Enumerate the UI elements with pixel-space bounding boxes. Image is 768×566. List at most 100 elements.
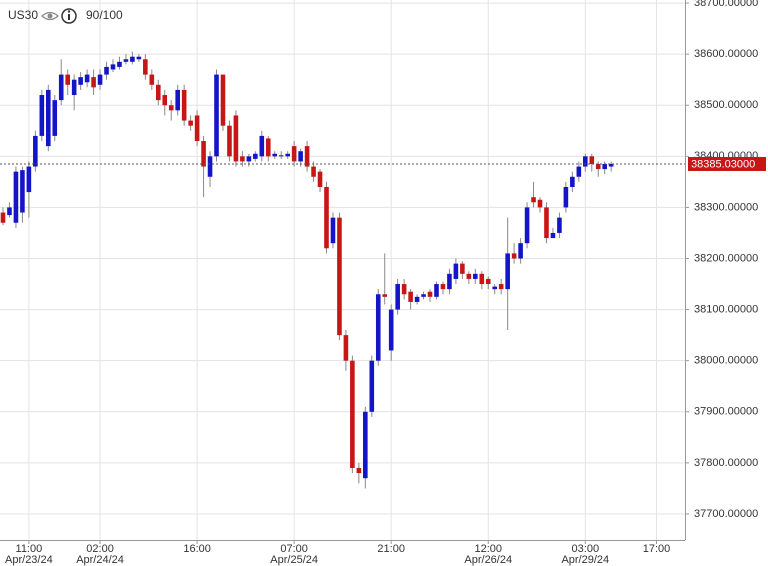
date-label: Apr/24/24 [76, 554, 124, 566]
y-tick-label: 37900.00000 [694, 406, 758, 418]
candle-body [188, 120, 193, 126]
candle-body [375, 294, 381, 361]
candle-body [26, 166, 32, 193]
candle-body [350, 360, 355, 468]
candle-body [537, 199, 543, 208]
candle-body [220, 74, 226, 126]
candle-body [570, 176, 575, 187]
candle-body [589, 156, 595, 164]
candle-body [227, 125, 232, 157]
symbol: US30 [8, 8, 38, 22]
candle-body [155, 84, 161, 101]
candle-body [104, 66, 109, 75]
candle-body [440, 284, 446, 290]
candle-body [291, 146, 297, 162]
candle-body [272, 153, 278, 157]
candle-body [401, 284, 407, 295]
candle-body [557, 217, 562, 233]
candle-body [13, 171, 19, 223]
candle-body [78, 77, 83, 85]
candle-body [485, 278, 491, 285]
candles [0, 51, 614, 489]
y-tick-label: 38300.00000 [694, 201, 758, 213]
candle-body [337, 217, 342, 336]
candle-body [136, 56, 142, 60]
candle-body [453, 263, 459, 279]
candle-body [162, 95, 168, 106]
candle-body [91, 77, 96, 88]
x-tick-label: 21:00 [377, 543, 405, 555]
candle-body [608, 163, 614, 167]
candle-body [7, 207, 12, 216]
candle-body [492, 286, 498, 290]
x-tick-label: 17:00 [643, 543, 671, 555]
x-tick-label: 02:00 [86, 543, 114, 555]
y-tick-label: 38200.00000 [694, 252, 758, 264]
candle-body [278, 155, 284, 157]
candle-body [602, 163, 608, 170]
date-label: Apr/29/24 [561, 554, 609, 566]
candle-body [181, 89, 187, 121]
info-icon[interactable] [61, 8, 77, 24]
candle-body [563, 186, 569, 208]
candle-body [175, 89, 180, 111]
candle-body [207, 156, 213, 177]
candle-body [427, 291, 433, 297]
candle-body [123, 59, 129, 62]
candle-body [143, 59, 148, 75]
candle-body [20, 170, 25, 213]
candle-body [110, 64, 116, 70]
y-tick-label: 38700.00000 [694, 0, 758, 9]
y-tick-label: 38000.00000 [694, 355, 758, 367]
candle-body [576, 166, 582, 177]
candle-body [583, 156, 588, 167]
y-tick-label: 38600.00000 [694, 48, 758, 60]
y-tick-label: 38100.00000 [694, 303, 758, 315]
last-price-box [688, 156, 766, 171]
candle-body [285, 153, 290, 157]
candle-body [240, 156, 245, 162]
candle-body [33, 135, 38, 167]
grid [0, 0, 685, 540]
eye-icon[interactable] [41, 11, 59, 21]
candle-body [595, 163, 601, 170]
candle-body [544, 207, 549, 239]
date-label: Apr/26/24 [464, 554, 512, 566]
x-tick-label: 12:00 [474, 543, 502, 555]
candle-body [130, 56, 135, 62]
candle-body [304, 146, 310, 167]
candle-body [298, 151, 303, 162]
last-price-label: 38385.03000 [691, 158, 755, 170]
candle-body [259, 135, 265, 157]
x-tick-label: 16:00 [183, 543, 211, 555]
candle-body [382, 294, 388, 297]
candle-body [434, 284, 439, 297]
candle-body [0, 212, 6, 223]
candle-body [265, 138, 271, 157]
candle-body [395, 284, 400, 310]
candle-body [233, 115, 239, 162]
candle-body [246, 156, 252, 162]
candle-body [71, 79, 77, 96]
candle-body [479, 273, 485, 285]
candle-body [473, 273, 478, 279]
candle-body [149, 74, 155, 85]
candle-body [343, 335, 349, 361]
candle-body [168, 105, 174, 111]
candle-body [466, 273, 472, 279]
candle-body [97, 74, 103, 85]
candle-body [531, 197, 536, 203]
candle-body [505, 253, 510, 290]
candle-body [518, 243, 523, 259]
candle-body [460, 263, 465, 274]
rating: 90/100 [86, 8, 123, 22]
candle-body [524, 207, 530, 244]
candle-body [324, 186, 329, 249]
candle-body [39, 95, 45, 136]
candle-body [201, 141, 206, 167]
candle-body [52, 100, 58, 136]
candle-body [498, 284, 504, 290]
candle-body [84, 74, 90, 83]
candle-body [311, 166, 316, 177]
